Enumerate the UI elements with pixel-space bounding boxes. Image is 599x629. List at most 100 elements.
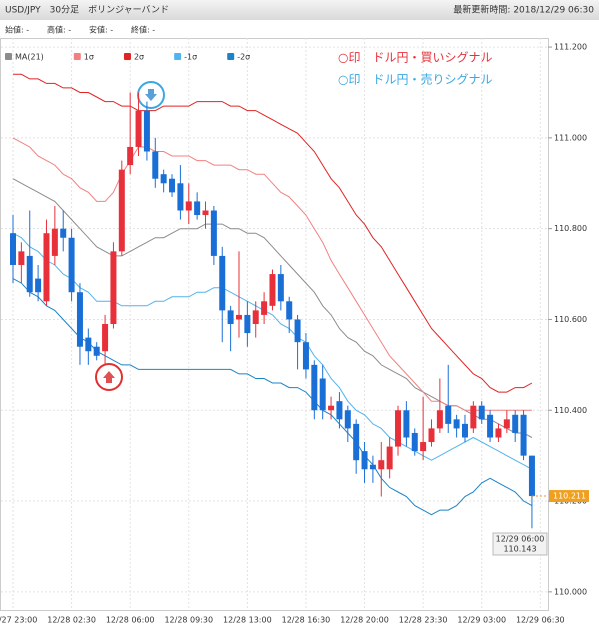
candle-body [344, 410, 351, 429]
legend-swatch [5, 53, 12, 60]
x-tick-label: 12/28 16:30 [282, 616, 331, 625]
sell-arrow [145, 89, 157, 101]
x-tick-label: 12/28 06:00 [106, 616, 155, 625]
candle-body [261, 301, 268, 315]
candle-body [420, 442, 427, 452]
candle-body [244, 314, 251, 334]
legend-label: -2σ [237, 53, 250, 62]
band-line [12, 232, 533, 470]
candle-body [269, 274, 276, 306]
legend-swatch [123, 53, 131, 60]
candle-body [294, 319, 301, 343]
buy-arrow [103, 371, 115, 383]
info-label: 始値: - [5, 25, 29, 35]
legend-swatch [227, 53, 235, 60]
y-tick-label: 111.000 [554, 133, 587, 142]
candle-body [60, 228, 67, 238]
info-label: 高値: - [47, 25, 71, 35]
candle-body [51, 228, 58, 256]
candle-body [403, 410, 410, 438]
x-tick-label: 12/29 03:00 [457, 616, 506, 625]
legend-swatch [174, 53, 182, 60]
candle-body [235, 314, 242, 320]
x-tick-label: 12/28 02:30 [47, 616, 96, 625]
x-tick-label: 12/28 23:30 [399, 616, 448, 625]
candle-body [118, 169, 125, 252]
candle-body [219, 255, 226, 311]
candle-body [478, 405, 485, 420]
candle-body [110, 251, 117, 324]
y-tick-label: 111.200 [554, 43, 587, 52]
x-tick-label: 12/29 06:30 [516, 616, 565, 625]
price-tag-box [549, 490, 589, 503]
candle-body [135, 110, 142, 147]
x-tick-label: 12/27 23:00 [0, 616, 37, 625]
candle-body [512, 414, 519, 433]
candle-body [68, 237, 75, 293]
sell-signal-circle [137, 81, 165, 109]
candle-body [353, 423, 360, 461]
candle-body [436, 410, 443, 429]
band-line [12, 137, 532, 411]
candle-body [328, 405, 335, 411]
candle-body [10, 233, 16, 265]
candle-body [302, 342, 309, 370]
crosshair-time: 12/29 06:00 [496, 535, 545, 544]
candle-body [311, 364, 318, 411]
candle-body [378, 460, 385, 470]
legend-label: 1σ [84, 53, 94, 62]
candle-body [93, 346, 100, 356]
x-tick-label: 12/28 20:00 [340, 616, 389, 625]
candle-body [177, 183, 184, 211]
candle-body [428, 428, 435, 443]
candle-body [76, 292, 83, 347]
candle-body [252, 310, 259, 324]
signal-note: ○印 ドル円・買いシグナル [338, 51, 492, 65]
legend-label: 2σ [134, 53, 144, 62]
candle-body [26, 255, 33, 293]
band-line [13, 73, 533, 393]
band-line [12, 278, 533, 516]
chart-title: USD/JPY 30分足 ボリンジャーバンド [5, 5, 169, 16]
candle-body [169, 178, 176, 193]
legend-label: -1σ [184, 53, 197, 62]
candle-body [152, 151, 159, 179]
candle-body [336, 401, 343, 420]
candle-body [520, 414, 527, 456]
candle-body [277, 274, 284, 302]
y-tick-label: 110.600 [554, 315, 587, 324]
candle-body [395, 410, 402, 447]
candle-body [445, 405, 452, 424]
candle-body [85, 337, 92, 352]
header-bar [0, 0, 599, 20]
candle-body [461, 423, 468, 438]
candle-body [453, 419, 460, 429]
candle-body [194, 201, 201, 216]
x-tick-label: 12/28 13:00 [223, 616, 272, 625]
candle-body [202, 210, 209, 216]
candle-body [127, 146, 134, 166]
signal-note: ○印 ドル円・売りシグナル [338, 72, 492, 87]
candle-body [185, 201, 192, 211]
candle-body [160, 174, 167, 184]
y-tick-label: 110.800 [554, 224, 587, 233]
candle-body [319, 378, 326, 411]
crosshair-box [492, 532, 548, 556]
legend-swatch [73, 53, 81, 60]
candle-body [227, 310, 234, 324]
candle-body [35, 278, 42, 293]
candle-body [286, 301, 293, 320]
y-tick-label: 110.400 [554, 406, 587, 415]
crosshair-price: 110.143 [503, 545, 536, 554]
candle-body [411, 432, 418, 452]
update-time: 最新更新時間: 2018/12/29 06:30 [453, 4, 594, 16]
info-label: 終値: - [131, 25, 155, 35]
candle-body [102, 324, 109, 352]
x-tick-label: 12/28 09:30 [164, 616, 213, 625]
candle-body [43, 233, 50, 302]
candle-body [386, 446, 393, 470]
legend-label: MA(21) [15, 53, 44, 62]
candle-body [528, 455, 535, 497]
candle-body [210, 210, 217, 256]
